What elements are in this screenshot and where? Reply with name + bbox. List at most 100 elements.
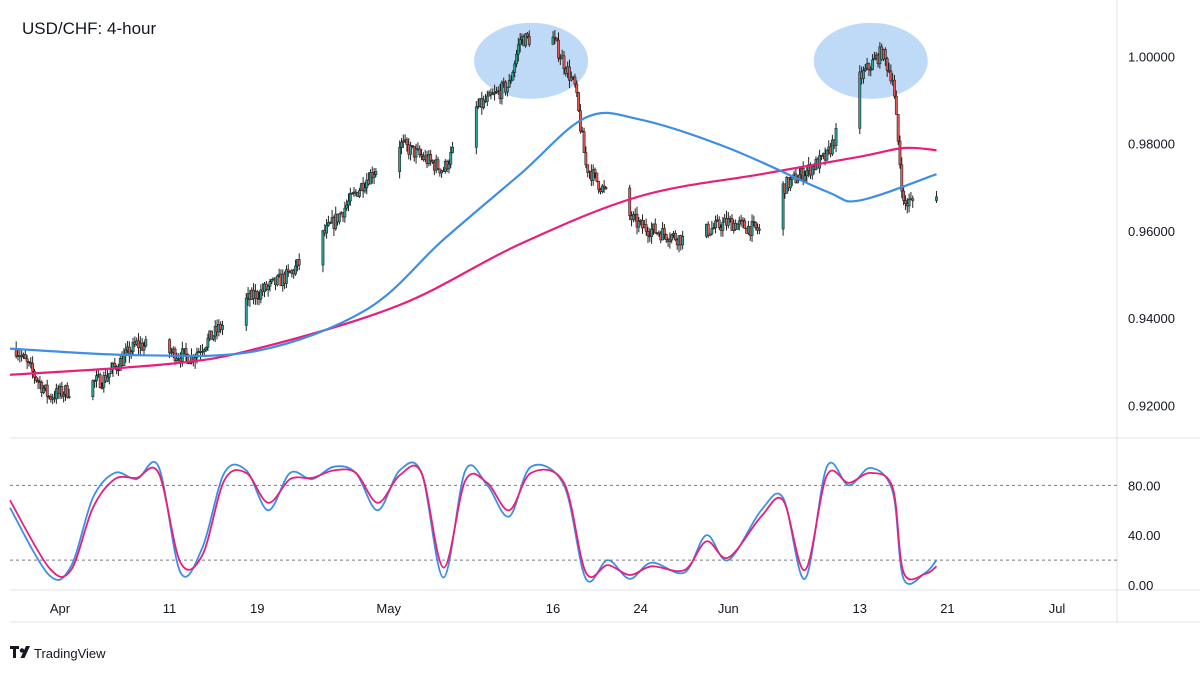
candle[interactable] — [142, 341, 146, 357]
candle[interactable] — [275, 274, 279, 287]
candle[interactable] — [363, 181, 367, 194]
candle[interactable] — [210, 330, 213, 340]
candle[interactable] — [872, 51, 876, 61]
candle[interactable] — [737, 216, 741, 231]
candle[interactable] — [526, 32, 529, 39]
candle[interactable] — [591, 164, 595, 186]
candle[interactable] — [708, 233, 712, 237]
candle[interactable] — [358, 187, 361, 199]
candle[interactable] — [54, 383, 58, 404]
candle[interactable] — [98, 372, 102, 389]
candle[interactable] — [400, 138, 403, 155]
candle[interactable] — [885, 56, 889, 77]
candle[interactable] — [736, 223, 739, 230]
candle[interactable] — [664, 233, 668, 243]
candle[interactable] — [476, 98, 480, 110]
candle[interactable] — [451, 141, 454, 154]
candle[interactable] — [321, 229, 325, 273]
candle[interactable] — [781, 181, 785, 236]
candle[interactable] — [717, 216, 721, 230]
candle[interactable] — [361, 177, 365, 198]
candle[interactable] — [270, 278, 274, 284]
candle[interactable] — [706, 221, 710, 238]
candle[interactable] — [436, 156, 440, 170]
candle[interactable] — [586, 164, 590, 178]
candle[interactable] — [604, 186, 608, 191]
candle[interactable] — [202, 348, 206, 357]
candle[interactable] — [259, 284, 263, 304]
candle[interactable] — [447, 159, 451, 174]
candle[interactable] — [31, 356, 35, 379]
candle[interactable] — [670, 233, 674, 244]
candle[interactable] — [562, 50, 566, 75]
candle[interactable] — [511, 70, 515, 81]
candle[interactable] — [420, 148, 423, 161]
candle[interactable] — [45, 379, 49, 404]
candle[interactable] — [67, 388, 71, 399]
candle[interactable] — [255, 289, 259, 305]
candle[interactable] — [65, 382, 69, 399]
candle[interactable] — [347, 193, 350, 212]
brand[interactable]: TradingView — [10, 646, 106, 661]
candle[interactable] — [668, 232, 672, 249]
candle[interactable] — [902, 187, 906, 206]
candle[interactable] — [635, 206, 639, 235]
candle[interactable] — [20, 350, 24, 362]
candle[interactable] — [409, 141, 412, 161]
candle[interactable] — [106, 370, 109, 383]
candle[interactable] — [911, 195, 915, 208]
candle[interactable] — [653, 218, 657, 234]
candle[interactable] — [673, 230, 677, 242]
candle[interactable] — [805, 167, 809, 184]
candle[interactable] — [184, 342, 188, 362]
candle[interactable] — [411, 145, 414, 149]
candle[interactable] — [509, 75, 513, 84]
candle[interactable] — [631, 211, 635, 223]
candle[interactable] — [36, 378, 40, 390]
candle[interactable] — [602, 180, 606, 193]
candle[interactable] — [40, 380, 44, 398]
candle[interactable] — [345, 199, 349, 212]
candle[interactable] — [42, 385, 45, 395]
candle[interactable] — [374, 168, 378, 177]
candle[interactable] — [863, 63, 867, 72]
candle[interactable] — [527, 30, 531, 47]
candle[interactable] — [91, 379, 95, 401]
candle[interactable] — [266, 284, 270, 297]
candle[interactable] — [516, 37, 520, 62]
candle[interactable] — [858, 65, 862, 135]
candle[interactable] — [327, 215, 330, 227]
candle[interactable] — [337, 212, 341, 225]
candle[interactable] — [553, 29, 557, 45]
candle[interactable] — [93, 379, 97, 388]
candle[interactable] — [286, 264, 290, 278]
candle[interactable] — [741, 217, 745, 229]
candle[interactable] — [429, 149, 433, 166]
candle[interactable] — [582, 127, 586, 154]
candle[interactable] — [474, 101, 478, 155]
candle[interactable] — [418, 145, 422, 158]
candle[interactable] — [23, 348, 27, 360]
candle[interactable] — [557, 32, 560, 62]
candle[interactable] — [628, 184, 632, 221]
candle[interactable] — [211, 335, 215, 342]
candle[interactable] — [600, 184, 604, 194]
candle[interactable] — [907, 193, 911, 213]
price-axis[interactable]: 1.00000 0.98000 0.96000 0.94000 0.92000 — [1128, 49, 1175, 413]
candle[interactable] — [268, 278, 272, 292]
candle[interactable] — [500, 80, 504, 105]
candle[interactable] — [244, 293, 248, 332]
candle[interactable] — [60, 381, 64, 400]
candle[interactable] — [573, 73, 577, 88]
candle[interactable] — [221, 320, 224, 336]
candle[interactable] — [820, 154, 823, 161]
candle[interactable] — [810, 165, 814, 180]
candle[interactable] — [25, 355, 29, 370]
candle[interactable] — [681, 230, 685, 250]
candle[interactable] — [551, 31, 555, 45]
candle[interactable] — [348, 187, 352, 206]
candle[interactable] — [405, 137, 409, 152]
candle[interactable] — [485, 90, 489, 107]
candle[interactable] — [343, 201, 347, 223]
